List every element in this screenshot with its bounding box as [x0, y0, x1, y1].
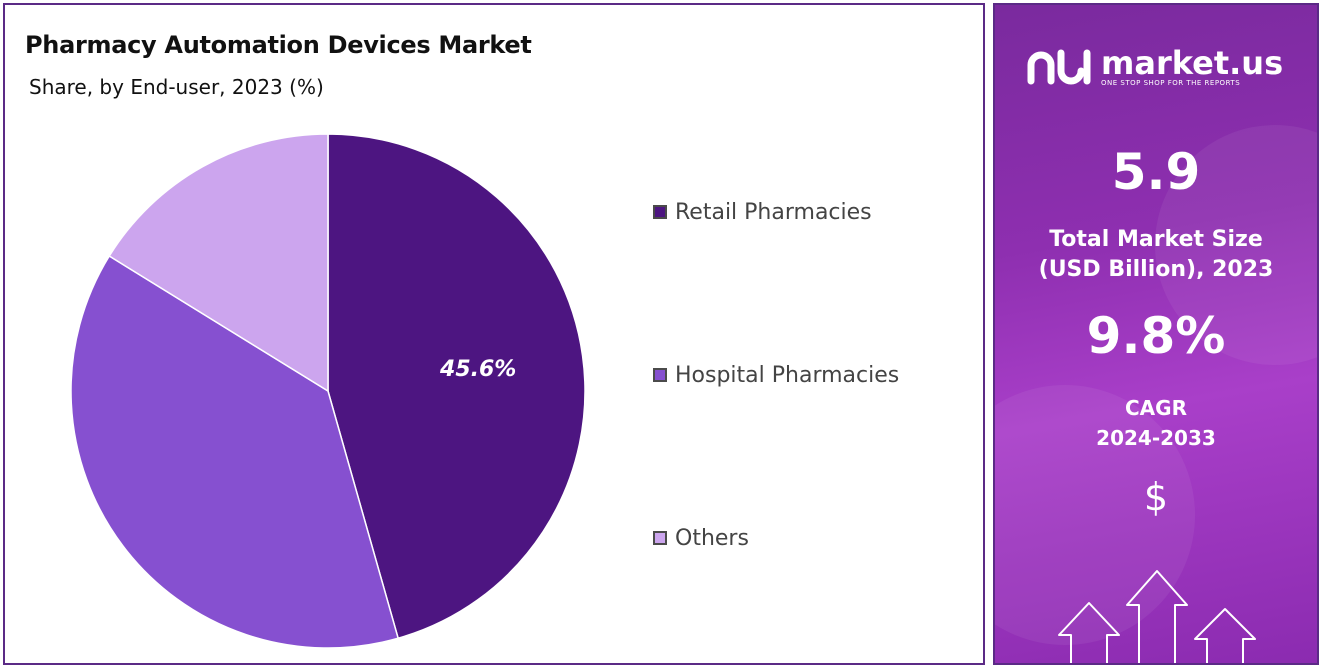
pie-slice-hospital-pharmacies [70, 254, 400, 649]
cagr-value: 9.8% [1086, 307, 1226, 365]
chart-panel: Pharmacy Automation Devices Market Share… [3, 3, 985, 665]
pie-chart: 45.6% [70, 133, 586, 649]
legend-item-others: Others [653, 523, 749, 553]
pie-data-label-retail-pharmacies: 45.6% [439, 357, 516, 382]
legend-item-retail-pharmacies: Retail Pharmacies [653, 197, 872, 227]
logo-tagline: ONE STOP SHOP FOR THE REPORTS [1101, 79, 1241, 87]
info-panel: market.us ONE STOP SHOP FOR THE REPORTS … [993, 3, 1319, 665]
chart-subtitle: Share, by End-user, 2023 (%) [29, 75, 324, 99]
chart-title: Pharmacy Automation Devices Market [25, 31, 532, 59]
pie-slice-others [108, 133, 329, 393]
legend-item-hospital-pharmacies: Hospital Pharmacies [653, 360, 899, 390]
market-size-value: 5.9 [1111, 143, 1201, 201]
legend-swatch-others [653, 531, 667, 545]
pie-slice-retail-pharmacies [327, 133, 586, 640]
cagr-label-line2: 2024-2033 [1096, 426, 1216, 450]
growth-arrows-icon [1058, 570, 1256, 663]
legend-label-hospital-pharmacies: Hospital Pharmacies [675, 362, 900, 388]
market-us-logo-icon [1027, 49, 1091, 85]
dollar-icon: $ [1143, 475, 1169, 519]
logo-name: market.us [1101, 44, 1284, 82]
market-size-label-line1: Total Market Size [1049, 227, 1263, 252]
legend-label-retail-pharmacies: Retail Pharmacies [675, 199, 872, 225]
market-size-label: Total Market Size (USD Billion), 2023 [995, 225, 1317, 285]
cagr-label: CAGR 2024-2033 [995, 393, 1317, 453]
legend-label-others: Others [675, 525, 749, 551]
cagr-label-line1: CAGR [1125, 396, 1187, 420]
background-decoration [995, 385, 1195, 645]
market-size-label-line2: (USD Billion), 2023 [1038, 257, 1274, 282]
legend-swatch-retail-pharmacies [653, 205, 667, 219]
legend-swatch-hospital-pharmacies [653, 368, 667, 382]
market-us-logo: market.us ONE STOP SHOP FOR THE REPORTS [1027, 47, 1283, 87]
